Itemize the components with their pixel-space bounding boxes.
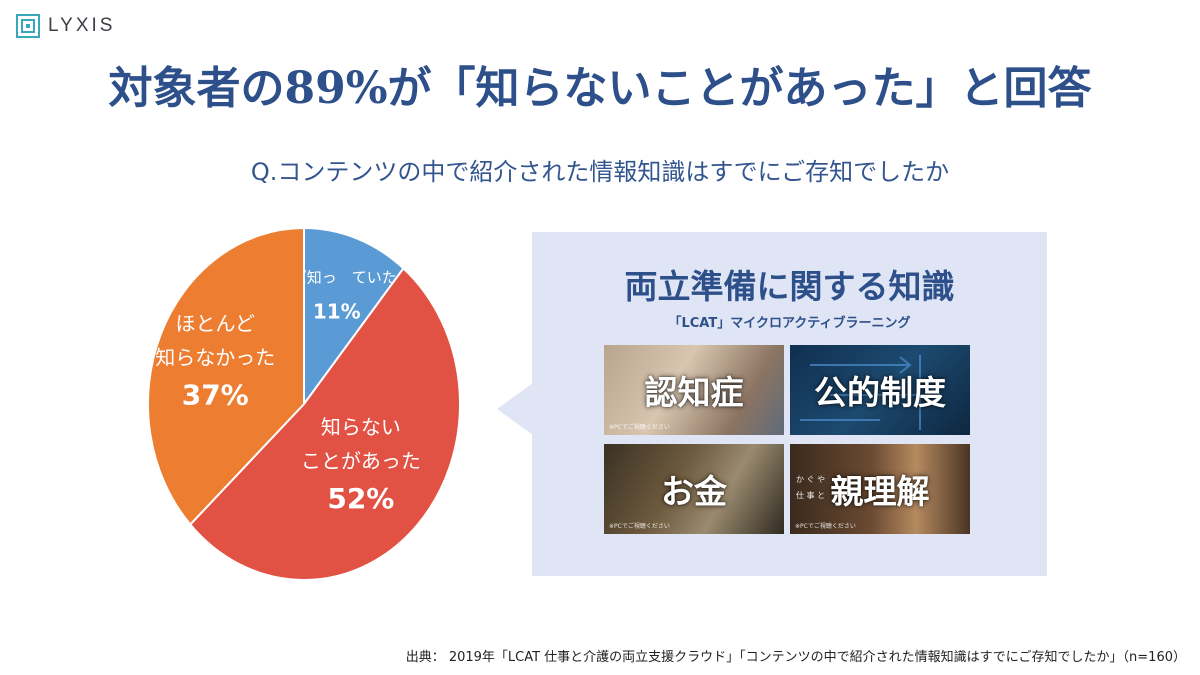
survey-question: Q.コンテンツの中で紹介された情報知識はすでにご存知でしたか [0,152,1200,187]
slice-label: 知らなかった [155,346,275,370]
source-citation: 出典： 2019年「LCAT 仕事と介護の両立支援クラウド」「コンテンツの中で紹… [406,646,1186,665]
panel-title: 両立準備に関する知識 [532,260,1047,308]
slice-value: 37% [182,379,249,412]
tile-label: 認知症 [645,366,744,414]
tile-public-system[interactable]: 公的制度 [790,345,970,435]
tile-note: ※PCでご視聴ください [795,521,856,530]
tile-note: ※PCでご視聴ください [609,422,670,431]
tile-dementia[interactable]: 認知症 ※PCでご視聴ください [604,345,784,435]
tile-kana: か ぐ や 仕 事 と [796,472,825,504]
tile-note: ※PCでご視聴ください [609,521,670,530]
tile-label: 親理解 [831,465,930,513]
panel-subtitle: 「LCAT」マイクロアクティブラーニング [532,312,1047,331]
slice-value: 52% [327,482,394,515]
tile-label: 公的制度 [814,366,946,414]
logo-text: LYXIS [48,15,115,37]
knowledge-panel: 両立準備に関する知識 「LCAT」マイクロアクティブラーニング 認知症 ※PCで… [532,232,1047,576]
page-title: 対象者の89%が「知らないことがあった」と回答 [0,52,1200,116]
tile-parent-understanding[interactable]: か ぐ や 仕 事 と 親理解 ※PCでご視聴ください [790,444,970,534]
tile-kana-line: 仕 事 と [796,491,825,500]
slice-value: 11% [313,299,361,323]
brand-logo: LYXIS [16,14,115,38]
tile-kana-line: か ぐ や [796,475,825,484]
tile-money[interactable]: お金 ※PCでご視聴ください [604,444,784,534]
slice-label: ほとんど [176,312,255,336]
slice-label: 知らない [321,415,401,439]
logo-icon [16,14,40,38]
slice-label: ことがあった [301,449,421,473]
callout-pointer [497,383,533,435]
tile-label: お金 [661,465,727,513]
